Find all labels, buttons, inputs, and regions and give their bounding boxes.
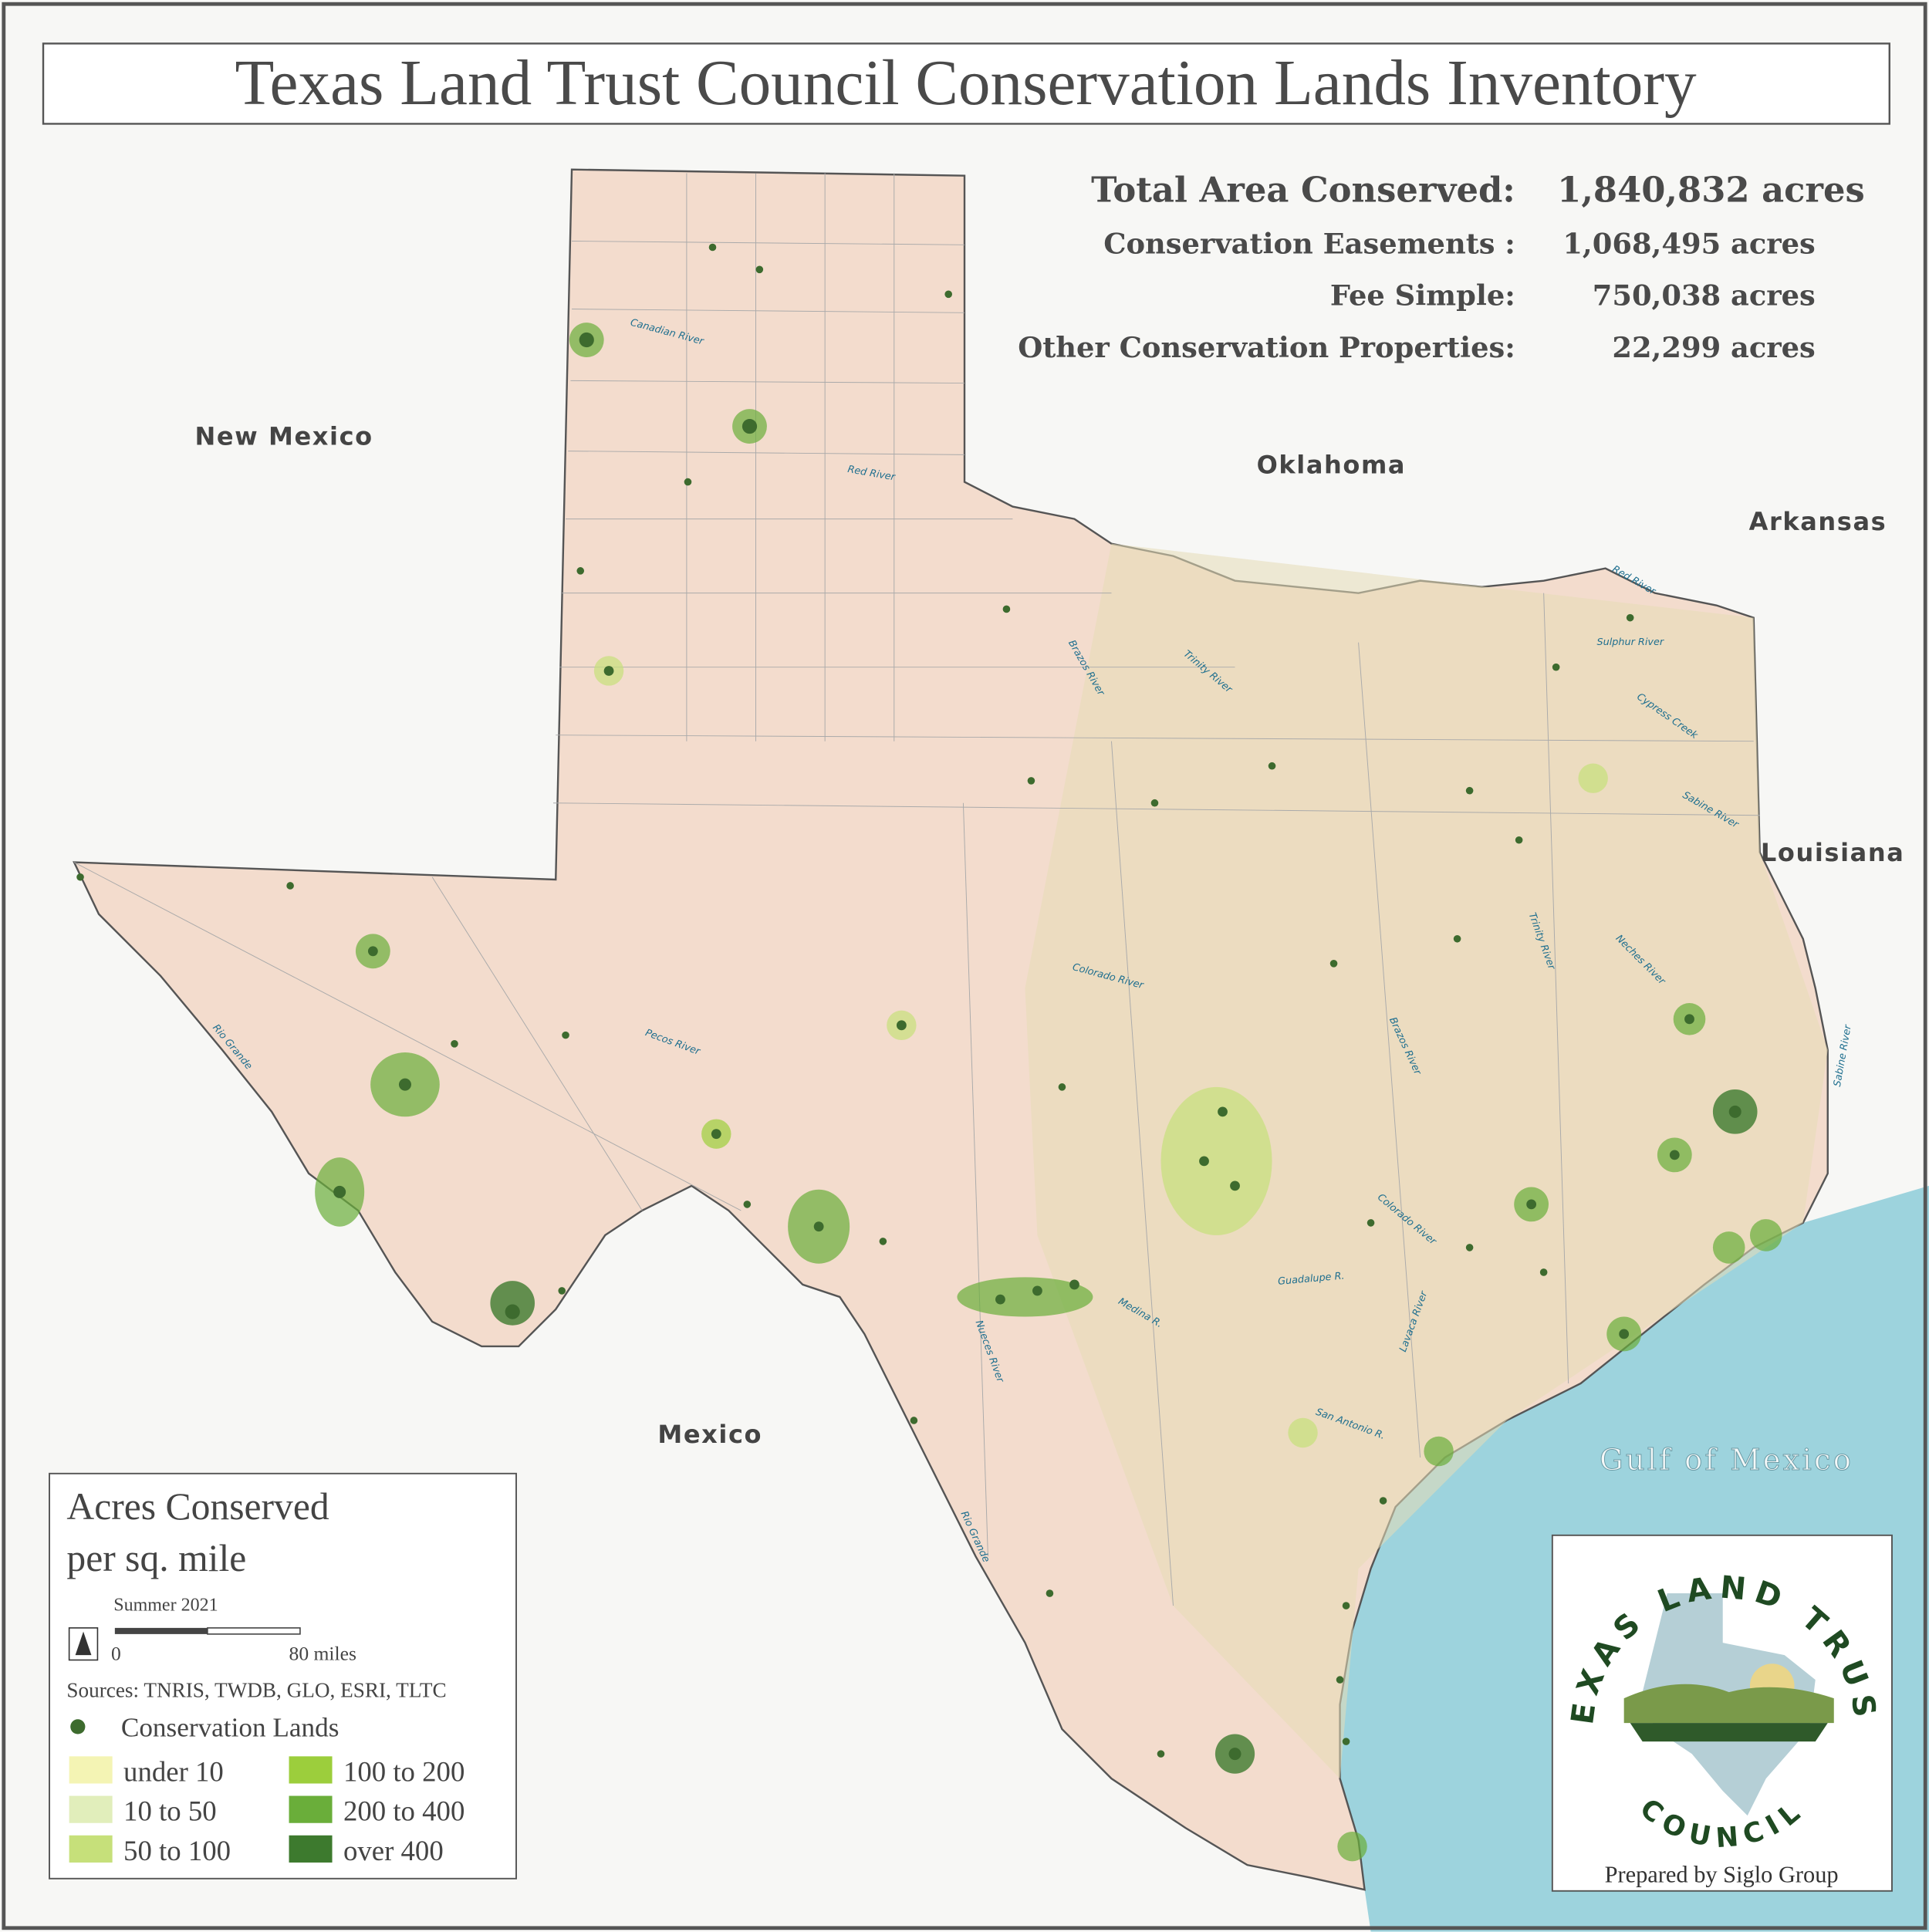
legend-label: 10 to 50 xyxy=(123,1795,217,1827)
stat-label: Conservation Easements : xyxy=(1103,227,1515,261)
scale-bar xyxy=(207,1627,301,1635)
stat-value: 22,299 acres xyxy=(1612,330,1815,364)
stat-label: Fee Simple: xyxy=(1330,279,1515,312)
county-lines xyxy=(73,173,1760,1606)
place-label: New Mexico xyxy=(194,422,373,451)
river-label: Guadalupe R. xyxy=(1278,1270,1346,1287)
stat-label: Total Area Conserved: xyxy=(1091,169,1515,210)
north-arrow xyxy=(75,1631,92,1656)
place-label: Gulf of Mexico xyxy=(1600,1443,1853,1478)
title-box xyxy=(42,42,1890,125)
conservation-lands xyxy=(76,243,1782,1862)
legend-title: Acres Conserved xyxy=(66,1485,329,1528)
legend-sources: Sources: TNRIS, TWDB, GLO, ESRI, TLTC xyxy=(66,1679,446,1702)
legend-classes: under 10 10 to 50 50 to 100 100 to 200 200 t… xyxy=(69,1755,465,1866)
legend-swatch xyxy=(289,1795,333,1823)
scale-label: 0 xyxy=(111,1642,121,1664)
logo-credit: Prepared by Siglo Group xyxy=(1605,1862,1839,1888)
place-label: Mexico xyxy=(657,1420,762,1449)
stat-value: 1,068,495 acres xyxy=(1562,227,1815,261)
place-label: Louisiana xyxy=(1761,838,1905,867)
legend-box xyxy=(49,1472,517,1880)
stats: Total Area Conserved: 1,840,832 acres Cons… xyxy=(1018,169,1865,364)
place-label: Arkansas xyxy=(1749,507,1887,536)
logo-trees xyxy=(1630,1723,1828,1742)
legend-swatch xyxy=(289,1756,333,1784)
legend-swatch xyxy=(289,1835,333,1863)
stat-value: 750,038 acres xyxy=(1593,279,1816,312)
legend-date: Summer 2021 xyxy=(113,1595,218,1615)
legend-label: 200 to 400 xyxy=(343,1795,465,1827)
legend-swatch xyxy=(69,1835,113,1863)
logo-hills xyxy=(1623,1684,1834,1724)
legend-swatch xyxy=(69,1756,113,1784)
title: Texas Land Trust Council Conservation La… xyxy=(235,48,1698,119)
legend-swatch xyxy=(69,1795,113,1823)
legend-label: 100 to 200 xyxy=(343,1755,465,1787)
scale-label: 80 miles xyxy=(289,1642,356,1664)
legend-label: 50 to 100 xyxy=(123,1835,231,1866)
legend-label: over 400 xyxy=(343,1835,444,1866)
east-texas-tint xyxy=(1025,543,1828,1779)
legend-title: per sq. mile xyxy=(66,1537,246,1579)
legend-point xyxy=(70,1719,86,1734)
scale-bar xyxy=(114,1627,208,1634)
stat-label: Other Conservation Properties: xyxy=(1018,330,1515,364)
place-label: Oklahoma xyxy=(1257,450,1407,479)
legend-point-label: Conservation Lands xyxy=(121,1713,340,1743)
legend-label: under 10 xyxy=(123,1755,224,1787)
stat-value: 1,840,832 acres xyxy=(1557,169,1865,210)
river-label: Sulphur River xyxy=(1596,637,1664,648)
